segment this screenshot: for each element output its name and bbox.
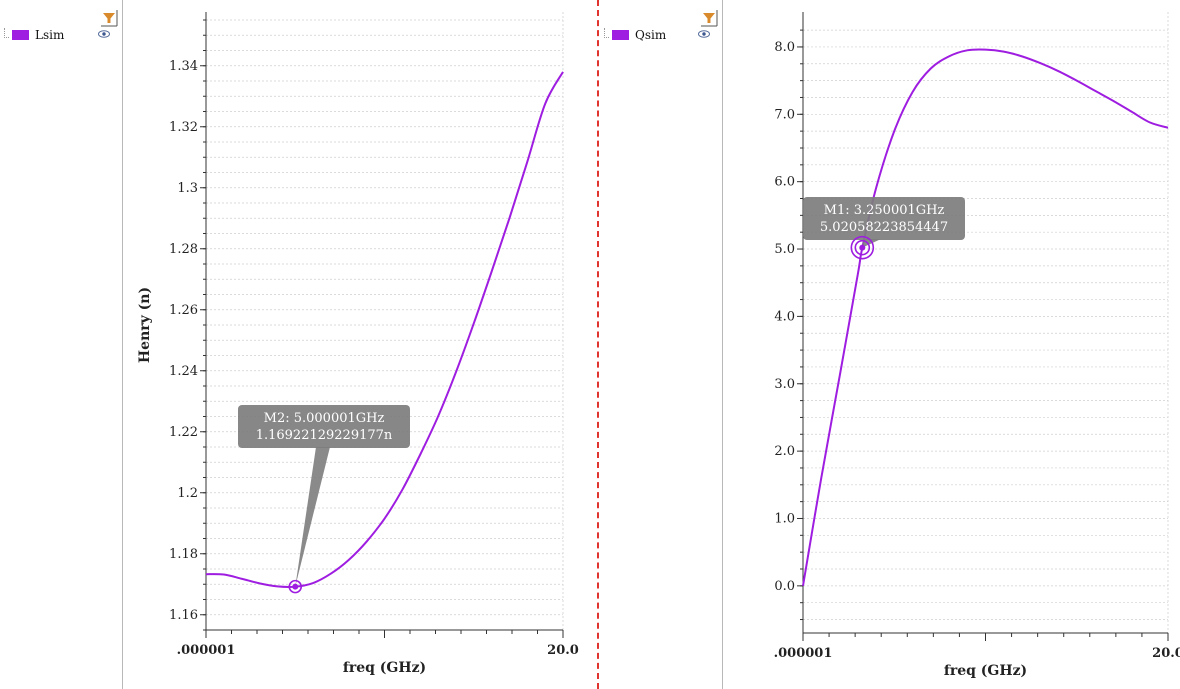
plot-area-left: 1.16 1.18 1.2 1.22 1.24 1.26 1.28 1.3 1.32 1.34 .… (137, 12, 579, 676)
legend-pane-right: Qsim (600, 0, 722, 689)
marker-pointer (295, 447, 330, 587)
marker-dot (292, 583, 299, 590)
legend-separator (722, 0, 723, 689)
legend-separator (122, 0, 123, 689)
marker-ring (288, 579, 303, 594)
legend-label: Qsim (635, 28, 667, 42)
legend-item-qsim[interactable]: Qsim (604, 28, 666, 42)
y-tick-label: 1.16 (169, 608, 198, 623)
marker-m2: M2: 5.000001GHz 1.16922129229177n (238, 405, 410, 594)
legend-pane-left: Lsim (0, 0, 122, 689)
y-axis: 1.16 1.18 1.2 1.22 1.24 1.26 1.28 1.3 1.32 1.34 (169, 12, 207, 631)
eye-icon[interactable] (698, 30, 710, 38)
x-tick-label: .000001 (177, 643, 236, 658)
y-tick-label: 1.0 (774, 511, 795, 526)
marker-value: 5.02058223854447 (820, 220, 948, 235)
legend-label: Lsim (35, 28, 65, 42)
y-tick-label: 1.24 (169, 364, 198, 379)
tree-connector (4, 28, 9, 38)
y-tick-label: 6.0 (774, 175, 795, 190)
marker-label: M2: 5.000001GHz (264, 411, 385, 426)
y-tick-label: 1.3 (177, 181, 198, 196)
y-tick-label: 0.0 (774, 579, 795, 594)
marker-label-box (803, 197, 965, 240)
y-tick-label: 1.28 (169, 242, 198, 257)
filter-icon[interactable] (700, 9, 718, 27)
grid-layer (206, 12, 564, 631)
series-line-qsim (802, 48, 1169, 587)
chart-panel-left: Lsim 1.16 1.18 1.2 1.22 1.24 1.26 1.28 1.3 1.32 1… (0, 0, 579, 689)
marker-label-box (238, 405, 410, 448)
legend-item-lsim[interactable]: Lsim (4, 28, 64, 42)
series-line-lsim (205, 71, 564, 588)
x-tick-label: 20.0 (1152, 646, 1180, 661)
marker-ring (850, 235, 875, 260)
tree-connector (604, 28, 609, 38)
y-tick-label: 3.0 (774, 377, 795, 392)
y-tick-label: 1.32 (169, 120, 198, 135)
y-axis: 0.0 1.0 2.0 3.0 4.0 5.0 6.0 7.0 8.0 (774, 12, 804, 633)
y-axis-title: Henry (n) (137, 287, 153, 363)
marker-ring (854, 239, 871, 256)
x-axis-title: freq (GHz) (944, 663, 1027, 679)
panel-divider[interactable] (597, 0, 599, 689)
chart-panel-right: Qsim 0.0 1.0 2.0 3.0 4.0 5.0 6.0 7.0 8.0 .000001… (600, 0, 1180, 689)
plot-area-right: 0.01.02.03.04.05.06.07.08.0 .000001 20.0 … (774, 12, 1180, 679)
legend-swatch (612, 30, 629, 40)
x-axis: .000001 20.0 (177, 629, 579, 658)
y-tick-label: 1.18 (169, 547, 198, 562)
y-tick-label: 1.26 (169, 303, 198, 318)
filter-icon[interactable] (100, 9, 118, 27)
x-tick-label: .000001 (774, 646, 833, 661)
marker-value: 1.16922129229177n (256, 428, 393, 443)
marker-dot (859, 244, 866, 251)
marker-label: M1: 3.250001GHz (824, 203, 945, 218)
y-tick-label: 5.0 (774, 242, 795, 257)
eye-icon[interactable] (98, 30, 110, 38)
y-tick-label: 1.22 (169, 425, 198, 440)
x-axis-title: freq (GHz) (343, 660, 426, 676)
y-tick-label: 7.0 (774, 107, 795, 122)
x-axis: .000001 20.0 (774, 632, 1180, 661)
y-tick-label: 4.0 (774, 309, 795, 324)
x-tick-label: 20.0 (547, 643, 579, 658)
y-tick-label: 1.2 (177, 486, 198, 501)
y-tick-label: 1.34 (169, 59, 198, 74)
marker-m1: M1: 3.250001GHz 5.02058223854447 (803, 197, 965, 260)
y-tick-label: 2.0 (774, 444, 795, 459)
grid-layer (803, 12, 1169, 633)
legend-swatch (12, 30, 29, 40)
y-tick-label: 8.0 (774, 40, 795, 55)
